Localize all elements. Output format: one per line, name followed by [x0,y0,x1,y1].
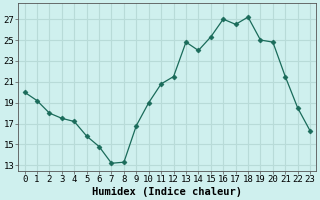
X-axis label: Humidex (Indice chaleur): Humidex (Indice chaleur) [92,186,242,197]
